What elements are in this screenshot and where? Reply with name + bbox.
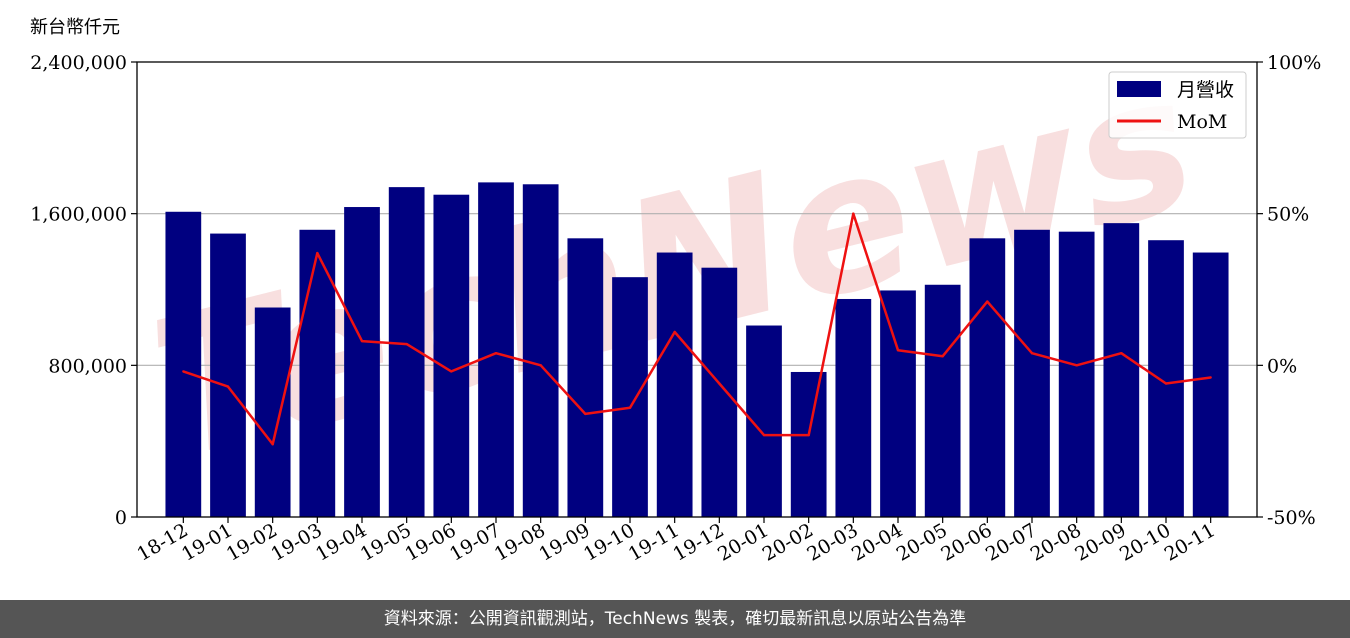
x-tick-label: 20-05 [893, 519, 951, 565]
y-tick-label: 1,600,000 [30, 204, 127, 226]
mom-point-19-12 [718, 382, 721, 385]
bar-20-09 [1103, 223, 1140, 518]
bar-20-07 [1014, 229, 1050, 517]
y2-tick-label: 100% [1267, 52, 1321, 74]
bar-19-03 [299, 229, 336, 517]
y-tick-label: 800,000 [48, 355, 127, 377]
bar-20-04 [880, 290, 916, 517]
bar-20-03 [835, 298, 872, 517]
mom-point-19-11 [673, 330, 676, 334]
bar-19-10 [612, 277, 648, 517]
mom-point-19-04 [360, 339, 364, 343]
mom-point-20-07 [1030, 352, 1034, 355]
bar-19-11 [656, 252, 693, 517]
y-tick-label: 2,400,000 [30, 52, 127, 74]
x-tick-label: 19-04 [312, 519, 370, 565]
y-axis-label: 新台幣仟元 [30, 17, 120, 38]
x-tick-label: 19-09 [535, 519, 593, 565]
x-tick-label: 19-07 [446, 519, 504, 565]
x-tick-label: 19-08 [491, 519, 549, 565]
x-tick-label: 19-05 [357, 519, 415, 565]
mom-line [182, 212, 1211, 446]
y2-tick-label: 50% [1267, 204, 1309, 226]
mom-point-20-10 [1164, 382, 1168, 385]
bar-19-01 [210, 233, 246, 517]
mom-point-20-08 [1075, 364, 1078, 367]
y2-tick-label: -50% [1267, 507, 1316, 529]
legend-label-mom: MoM [1177, 111, 1227, 133]
bar-20-05 [924, 284, 961, 517]
legend-label-revenue: 月營收 [1177, 79, 1234, 101]
mom-point-19-03 [316, 251, 319, 255]
mom-point-20-05 [941, 355, 944, 358]
x-tick-label: 19-02 [223, 519, 281, 565]
chart-svg: TechNews0800,0001,600,0002,400,000-50%0%… [30, 17, 1321, 566]
mom-point-18-12 [182, 370, 185, 373]
x-tick-label: 20-07 [982, 519, 1040, 565]
bar-19-07 [478, 182, 514, 517]
x-tick-label: 20-10 [1116, 519, 1174, 565]
bar-20-08 [1058, 231, 1095, 518]
x-tick-label: 19-11 [625, 519, 683, 565]
mom-point-20-02 [807, 433, 810, 437]
mom-point-20-04 [896, 348, 900, 352]
bar-20-11 [1192, 252, 1229, 517]
x-tick-label: 20-06 [937, 519, 995, 565]
x-tick-label: 20-09 [1071, 519, 1129, 565]
x-tick-label: 20-03 [803, 519, 861, 565]
x-tick-label: 20-08 [1027, 519, 1085, 565]
mom-point-19-08 [539, 364, 542, 367]
bar-19-04 [344, 207, 380, 517]
source-footer: 資料來源：公開資訊觀測站，TechNews 製表，確切最新訊息以原站公告為準 [0, 600, 1350, 638]
bar-19-02 [254, 307, 291, 517]
x-tick-label: 19-10 [580, 519, 638, 565]
bar-19-06 [433, 194, 470, 518]
revenue-chart: TechNews 0 800,000 1,600,000 2,400,000 -50% 0%… [30, 17, 1321, 566]
mom-point-19-07 [494, 352, 498, 355]
x-tick-label: 19-03 [267, 519, 325, 565]
x-tick-label: 20-11 [1161, 519, 1219, 565]
bar-19-12 [701, 267, 738, 517]
x-tick-label: 19-06 [401, 519, 459, 565]
bar-20-10 [1148, 240, 1184, 518]
mom-point-20-01 [762, 433, 766, 437]
x-tick-label: 20-01 [714, 519, 772, 565]
mom-point-20-11 [1209, 376, 1212, 379]
y-tick-label: 0 [115, 507, 127, 529]
x-tick-label: 19-12 [669, 519, 727, 565]
legend-swatch-bar [1117, 81, 1161, 97]
mom-point-20-09 [1120, 352, 1123, 355]
bar-20-02 [790, 371, 827, 517]
mom-point-20-03 [852, 212, 855, 215]
x-tick-label: 18-12 [133, 519, 191, 565]
plot-frame [136, 61, 1258, 518]
x-tick-label: 19-01 [178, 519, 236, 565]
mom-point-19-01 [226, 385, 230, 388]
mom-point-19-06 [450, 370, 453, 373]
bar-18-12 [165, 211, 202, 518]
y2-tick-label: 0% [1267, 355, 1297, 377]
x-tick-label: 20-04 [848, 519, 906, 565]
mom-point-19-02 [271, 443, 274, 446]
mom-point-19-09 [584, 412, 587, 416]
bar-20-06 [969, 238, 1006, 517]
bar-19-09 [567, 238, 604, 517]
mom-point-19-10 [628, 406, 632, 409]
mom-point-20-06 [986, 300, 989, 303]
x-tick-label: 20-02 [759, 519, 817, 565]
mom-point-19-05 [405, 342, 408, 346]
bar-19-08 [522, 184, 559, 517]
